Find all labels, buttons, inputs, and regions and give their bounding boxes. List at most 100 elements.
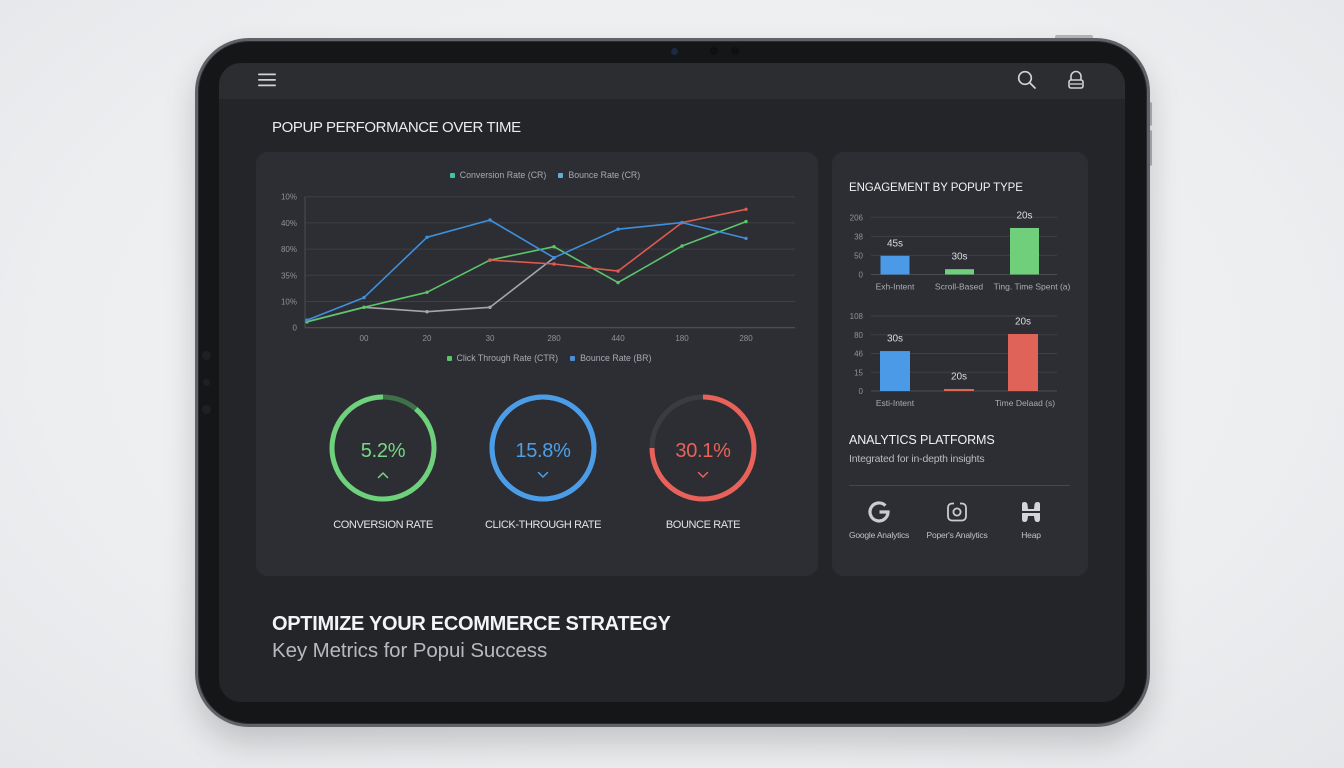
x-tick-label: 180 <box>675 334 689 343</box>
data-point[interactable] <box>616 280 620 285</box>
click-through-rate-value: 15.8% <box>515 440 571 462</box>
sensor-dot <box>731 47 739 55</box>
data-point[interactable] <box>488 258 492 262</box>
camera-square-icon <box>947 502 967 522</box>
volume-down-button <box>1148 130 1152 166</box>
y-tick-label: 10% <box>281 193 297 202</box>
data-point[interactable] <box>552 256 556 260</box>
data-point[interactable] <box>425 310 429 314</box>
x-tick-label: 30 <box>486 334 495 343</box>
line-path <box>306 220 747 323</box>
series-line <box>488 207 748 273</box>
data-point[interactable] <box>680 220 684 225</box>
front-camera-icon <box>671 48 678 55</box>
ring-progress <box>329 394 437 502</box>
line-path <box>306 219 747 321</box>
heap-icon <box>1022 502 1040 522</box>
search-icon <box>1017 70 1036 89</box>
side-sensor-dot <box>203 379 210 386</box>
bar[interactable] <box>1008 334 1038 391</box>
data-point[interactable] <box>305 318 309 322</box>
x-tick-label: 20 <box>423 334 432 343</box>
legend-swatch <box>449 172 455 178</box>
x-tick-label: 440 <box>611 334 625 343</box>
y-tick-label: 0 <box>293 324 298 333</box>
legend-swatch <box>570 355 576 361</box>
analytics-title: ANALYTICS PLATFORMS <box>849 433 995 447</box>
y-tick-label: 80% <box>281 245 297 254</box>
y-tick-label: 50 <box>854 251 863 260</box>
side-sensor-dot <box>202 405 211 414</box>
click-through-rate-ring <box>489 394 597 502</box>
legend-label: Click Through Rate (CTR) <box>456 353 559 363</box>
divider <box>849 485 1070 486</box>
data-point[interactable] <box>488 305 492 309</box>
line-path <box>489 208 747 272</box>
data-point[interactable] <box>552 262 556 266</box>
y-tick-label: 0 <box>859 271 864 280</box>
data-point[interactable] <box>362 305 366 309</box>
x-tick-label: 00 <box>360 334 369 343</box>
data-point[interactable] <box>552 245 556 249</box>
engagement-bar-charts: 0 50 38 206 45s Exh-Intent 30s Scroll-Based 20s T… <box>850 210 1071 408</box>
data-point[interactable] <box>488 218 492 222</box>
line-chart: 0 10% 35% 80% 40% 10% 00 20 30 280 440 180 280 <box>281 193 795 343</box>
legend-item[interactable]: Bounce Rate (BR) <box>570 353 651 363</box>
account-lock-button[interactable] <box>1064 69 1088 91</box>
data-point[interactable] <box>680 244 684 248</box>
y-tick-label: 46 <box>854 350 863 359</box>
data-point[interactable] <box>362 295 366 300</box>
bar-value-label: 30s <box>887 334 903 345</box>
platform-popers-analytics[interactable]: Poper's Analytics <box>915 500 999 546</box>
legend-label: Conversion Rate (CR) <box>459 170 547 180</box>
data-point[interactable] <box>425 235 429 239</box>
data-point[interactable] <box>616 269 620 273</box>
legend-item[interactable]: Conversion Rate (CR) <box>449 170 547 180</box>
legend-item[interactable]: Click Through Rate (CTR) <box>446 353 559 363</box>
y-tick-label: 10% <box>281 298 297 307</box>
google-g-icon <box>868 501 890 523</box>
trend-down-chevron-icon <box>697 471 709 478</box>
x-category-label: Esti-Intent <box>876 398 915 408</box>
click-through-rate-label: CLICK-THROUGH RATE <box>484 519 602 531</box>
x-category-label: Exh-Intent <box>876 282 915 292</box>
menu-button[interactable] <box>255 70 279 90</box>
top-app-bar <box>219 63 1125 99</box>
bar[interactable] <box>880 255 910 275</box>
line-chart-legend-top: Conversion Rate (CR) Bounce Rate (CR) <box>400 170 690 180</box>
x-tick-label: 280 <box>547 334 561 343</box>
bar[interactable] <box>880 351 910 391</box>
y-tick-label: 15 <box>854 368 863 377</box>
data-point[interactable] <box>744 207 748 211</box>
conversion-rate-value: 5.2% <box>360 440 406 462</box>
footer-headline: OPTIMIZE YOUR ECOMMERCE STRATEGY <box>272 613 671 635</box>
trend-up-chevron-icon <box>377 472 389 479</box>
line-chart-series <box>305 207 748 324</box>
bar[interactable] <box>945 269 974 275</box>
conversion-rate-label: CONVERSION RATE <box>333 519 433 531</box>
y-tick-label: 206 <box>850 213 864 222</box>
y-tick-label: 38 <box>854 232 863 241</box>
legend-label: Bounce Rate (BR) <box>580 353 652 363</box>
page-title: POPUP PERFORMANCE OVER TIME <box>272 119 521 136</box>
platform-heap[interactable]: Heap <box>989 500 1073 546</box>
x-category-label: Scroll-Based <box>935 282 983 292</box>
data-point[interactable] <box>616 227 620 231</box>
bar[interactable] <box>944 389 974 391</box>
search-button[interactable] <box>1015 69 1039 91</box>
data-point[interactable] <box>744 236 748 241</box>
data-point[interactable] <box>425 290 429 294</box>
data-point[interactable] <box>744 219 748 224</box>
engagement-title: ENGAGEMENT BY POPUP TYPE <box>849 182 1023 194</box>
bar[interactable] <box>1010 227 1039 275</box>
x-category-label: Ting. Time Spent (a) <box>994 282 1071 292</box>
legend-item[interactable]: Bounce Rate (CR) <box>558 170 640 180</box>
trend-down-chevron-icon <box>537 471 549 478</box>
line-chart-grid: 0 10% 35% 80% 40% 10% 00 20 30 280 440 180 280 <box>281 193 795 343</box>
platform-google-analytics[interactable]: Google Analytics <box>837 500 921 546</box>
x-category-label: Time Delaad (s) <box>995 398 1055 408</box>
bounce-rate-label: BOUNCE RATE <box>665 519 741 531</box>
ring-progress <box>489 394 597 502</box>
bar-value-label: 30s <box>951 252 967 263</box>
y-tick-label: 0 <box>859 387 864 396</box>
